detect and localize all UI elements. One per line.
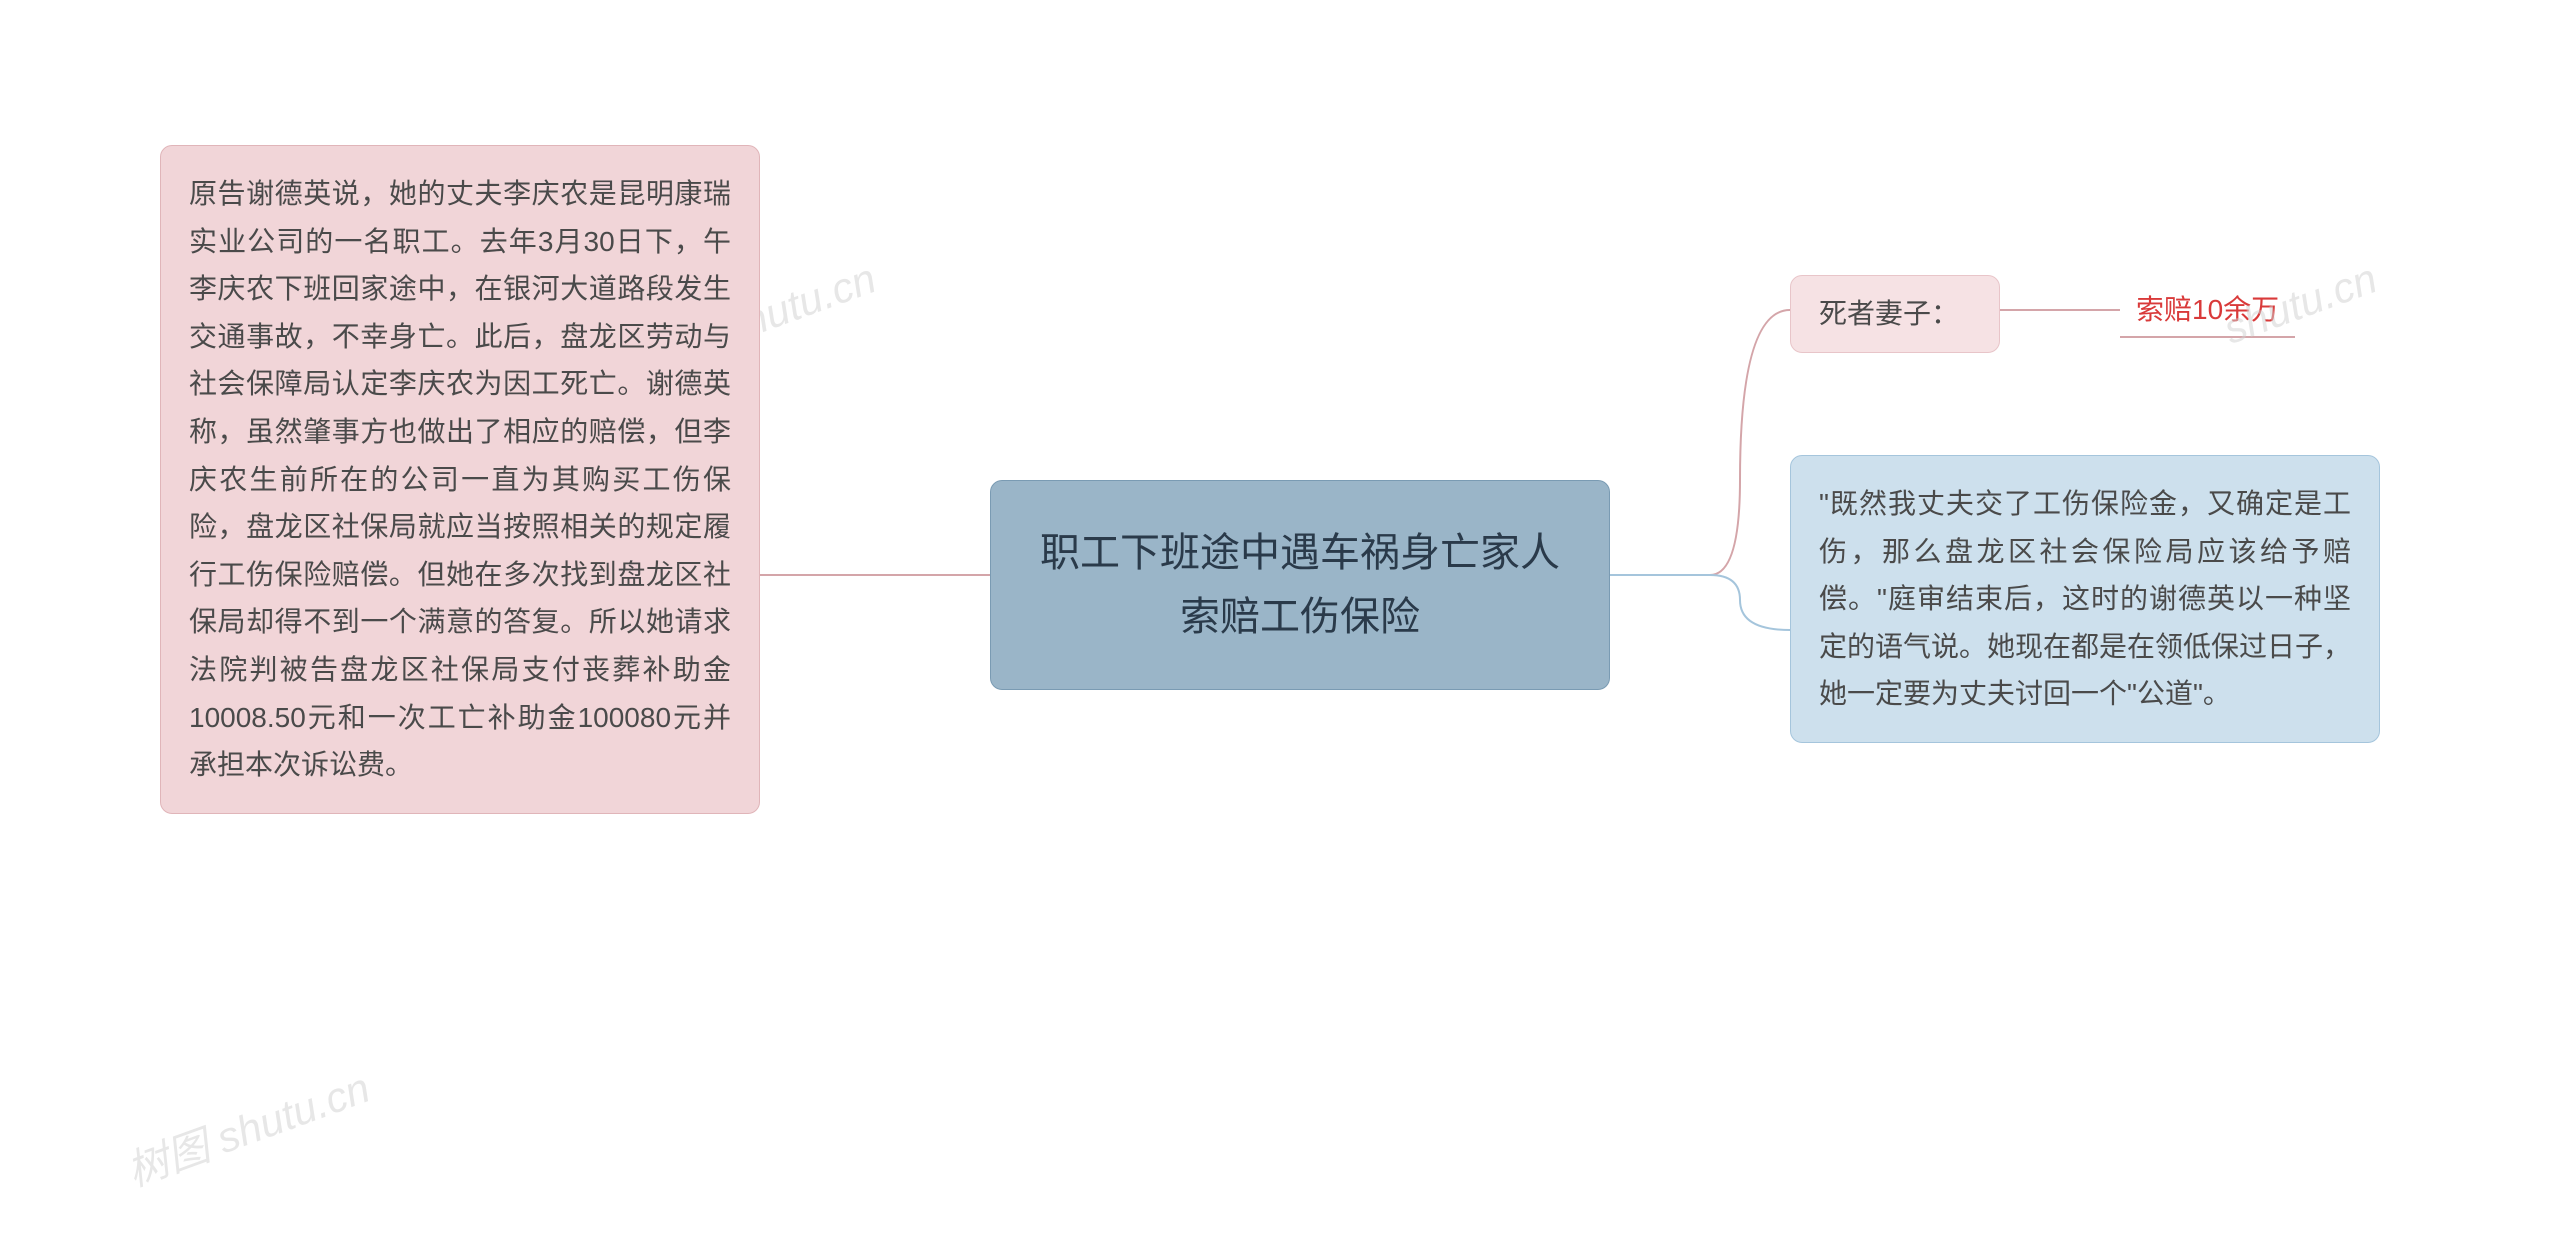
right-bottom-node: "既然我丈夫交了工伤保险金，又确定是工伤，那么盘龙区社会保险局应该给予赔偿。"庭… xyxy=(1790,455,2380,743)
left-detail-node: 原告谢德英说，她的丈夫李庆农是昆明康瑞实业公司的一名职工。去年3月30日下，午李… xyxy=(160,145,760,814)
center-text: 职工下班途中遇车祸身亡家人索赔工伤保险 xyxy=(1040,531,1560,639)
center-node: 职工下班途中遇车祸身亡家人索赔工伤保险 xyxy=(990,480,1610,690)
right-top-text: 死者妻子： xyxy=(1819,298,1959,329)
left-detail-text: 原告谢德英说，她的丈夫李庆农是昆明康瑞实业公司的一名职工。去年3月30日下，午李… xyxy=(189,178,731,780)
right-top-node: 死者妻子： xyxy=(1790,275,2000,353)
right-bottom-text: "既然我丈夫交了工伤保险金，又确定是工伤，那么盘龙区社会保险局应该给予赔偿。"庭… xyxy=(1819,488,2351,709)
watermark: 树图 shutu.cn xyxy=(117,1054,377,1198)
right-top-child-node: 索赔10余万 xyxy=(2120,280,2295,338)
right-top-child-text: 索赔10余万 xyxy=(2136,294,2279,325)
